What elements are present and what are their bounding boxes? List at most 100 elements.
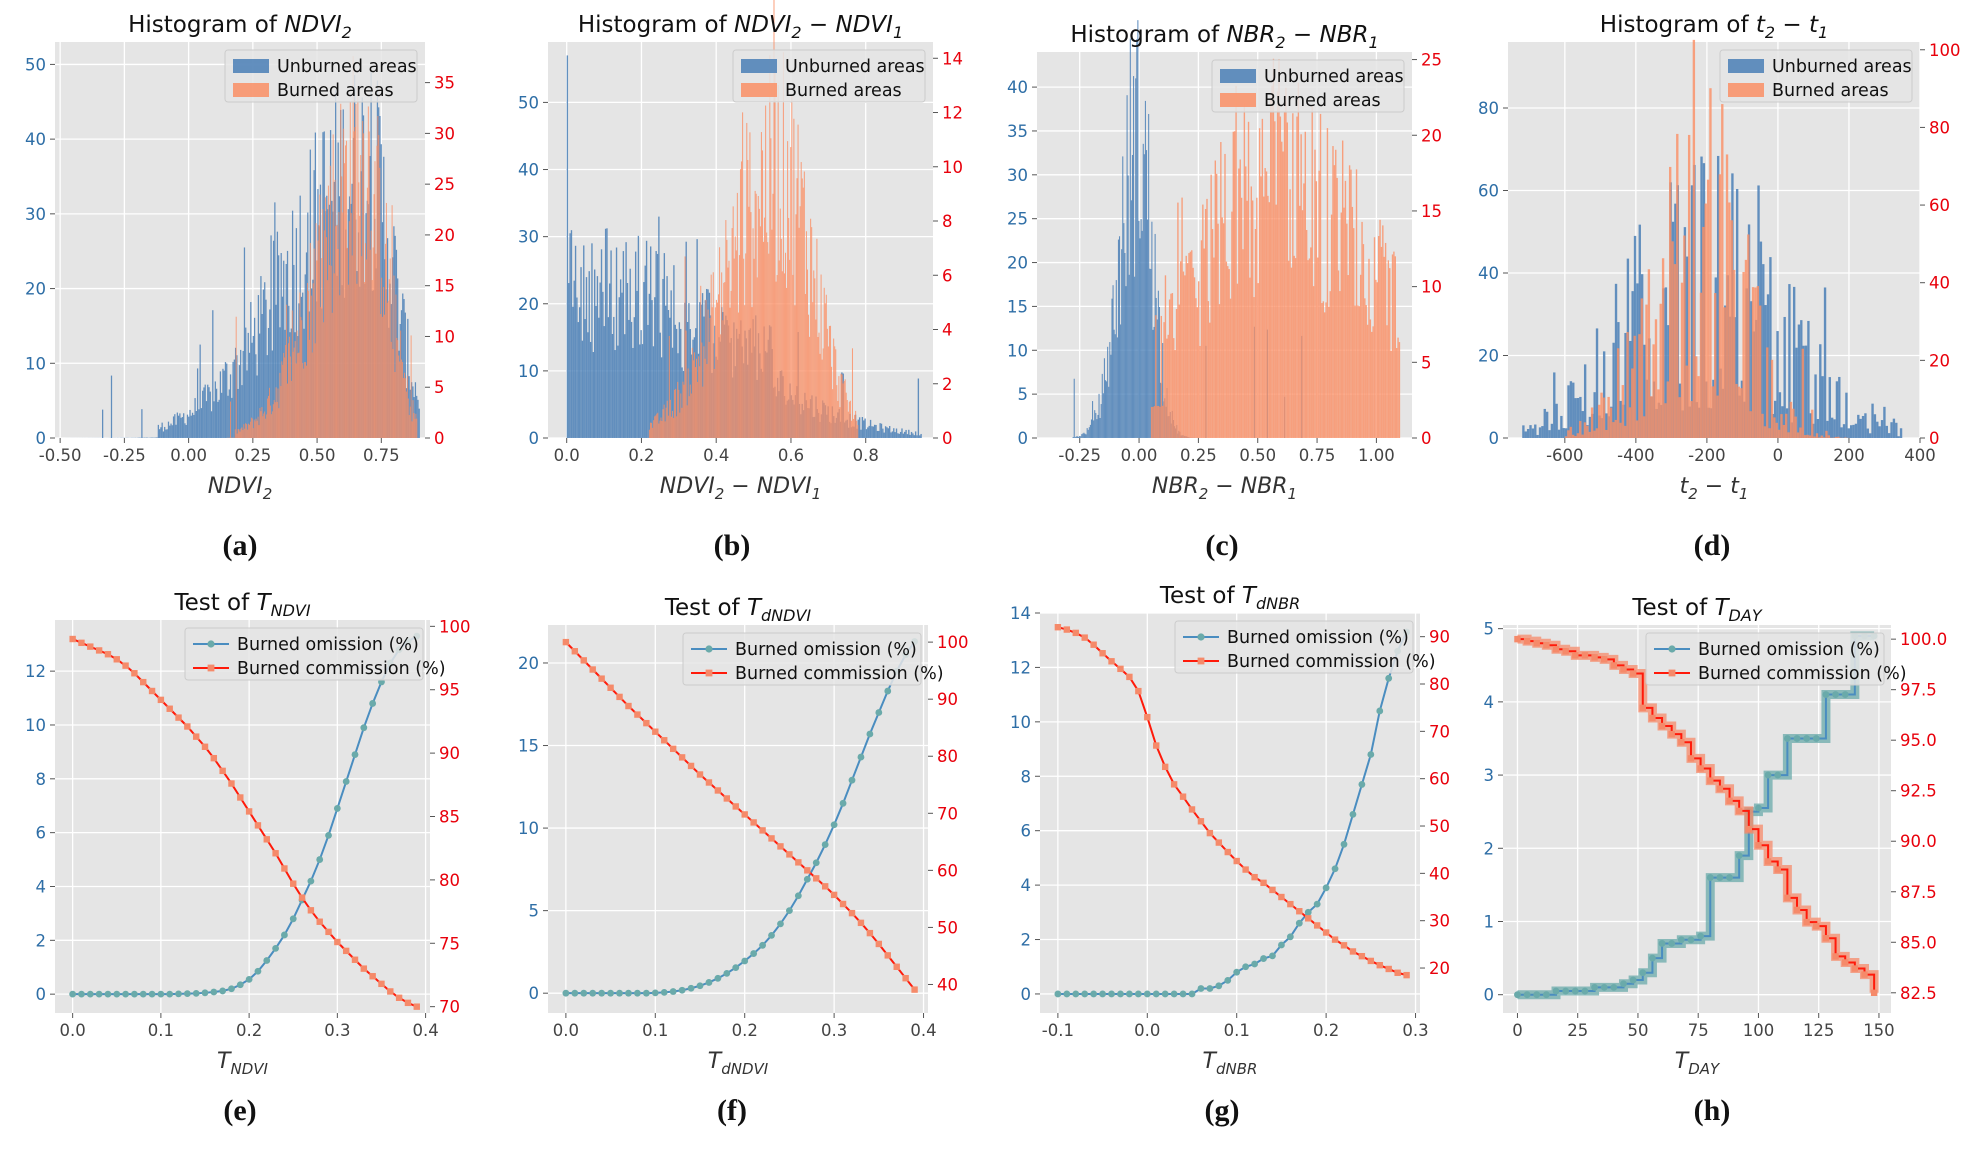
series-marker (122, 990, 129, 998)
legend-swatch-unburned (233, 59, 269, 73)
histogram-bar (831, 366, 833, 438)
histogram-bar (1149, 268, 1151, 438)
histogram-bar (894, 432, 896, 438)
series-marker (1803, 918, 1810, 926)
histogram-bar (659, 420, 661, 438)
histogram-bar (276, 401, 278, 438)
y-left-tick-label: 6 (1021, 822, 1032, 841)
histogram-bar (1099, 417, 1101, 438)
histogram-bar (1397, 337, 1399, 438)
histogram-bar (1355, 169, 1358, 438)
series-marker (848, 909, 856, 917)
histogram-bar (1626, 332, 1629, 438)
series-marker (1658, 722, 1666, 730)
series-marker (1774, 771, 1782, 779)
histogram-bar (670, 416, 672, 438)
series-marker (1340, 840, 1348, 848)
series-line (565, 640, 916, 995)
series-marker (148, 687, 156, 695)
y-right-tick-label: 50 (937, 918, 958, 937)
histogram-bar (1678, 397, 1681, 438)
histogram-bar (102, 409, 104, 438)
histogram-bar (826, 328, 828, 438)
histogram-bar (383, 287, 385, 438)
series-marker (1514, 635, 1521, 643)
histogram-bar (1747, 234, 1750, 438)
histogram-bar (735, 250, 737, 438)
histogram-bar (669, 399, 671, 438)
histogram-bar (1118, 236, 1121, 438)
histogram-bar (1283, 112, 1286, 438)
histogram-bar (643, 282, 645, 438)
histogram-bar (274, 402, 276, 438)
histogram-bar (261, 407, 263, 438)
histogram-bar (886, 427, 888, 438)
histogram-bar (765, 105, 767, 439)
histogram-bar (233, 359, 235, 438)
histogram-bar (330, 265, 332, 438)
histogram-bar (1128, 274, 1130, 438)
histogram-bar (1892, 418, 1896, 438)
legend-marker-commission (705, 669, 713, 677)
y-right-tick-label: 12 (942, 104, 963, 123)
histogram-bar (390, 341, 392, 438)
series-marker (387, 988, 394, 995)
histogram-bar (703, 346, 705, 438)
histogram-bar (1144, 100, 1146, 439)
histogram-bar (818, 332, 820, 438)
histogram-bar (595, 306, 597, 438)
histogram-bar (1366, 324, 1369, 438)
histogram-bar (834, 346, 836, 438)
y-right-tick-label: 60 (937, 861, 958, 880)
histogram-bar (902, 433, 905, 438)
legend-label: Unburned areas (1772, 57, 1912, 77)
series-marker (589, 989, 597, 997)
histogram-bar (647, 324, 649, 438)
series-marker (1295, 919, 1303, 927)
histogram-bar (266, 355, 268, 438)
histogram-bar (1203, 248, 1205, 438)
histogram-bar (677, 381, 679, 438)
series-marker (1572, 652, 1579, 659)
histogram-bar (353, 131, 355, 438)
series-burned (1564, 39, 1849, 439)
histogram-bar (778, 260, 780, 438)
histogram-bar (1816, 419, 1820, 438)
series-marker (1134, 990, 1142, 998)
histogram-bar (1109, 342, 1111, 438)
histogram-bar (157, 424, 159, 438)
series-marker (875, 709, 883, 716)
series-marker (86, 990, 94, 998)
histogram-bar (217, 401, 219, 438)
series-marker (857, 919, 865, 927)
series-marker (1649, 714, 1656, 722)
histogram-bar (394, 235, 396, 438)
legend-label: Unburned areas (785, 57, 925, 77)
histogram-bar (263, 413, 265, 438)
histogram-bar (833, 338, 835, 438)
histogram-bar (1110, 354, 1112, 438)
histogram-bar (901, 428, 903, 438)
histogram-bar (1709, 88, 1712, 439)
y-left-tick-label: 0 (529, 429, 540, 448)
histogram-bar (400, 330, 402, 438)
histogram-bar (1775, 422, 1778, 438)
y-right-tick-label: 70 (439, 998, 460, 1017)
histogram-bar (1075, 436, 1077, 438)
histogram-bar (865, 429, 868, 438)
histogram-bar (1652, 344, 1655, 438)
histogram-bar (1762, 264, 1765, 438)
histogram-bar (854, 415, 856, 438)
histogram-bar (1572, 382, 1575, 438)
x-tick-label: 0.0 (1134, 1021, 1160, 1040)
histogram-bar (329, 165, 331, 438)
histogram-bar (251, 418, 253, 438)
histogram-bar (1220, 142, 1222, 439)
series-marker (1639, 704, 1646, 712)
y-right-tick-label: 82.5 (1900, 984, 1937, 1003)
histogram-bar (1749, 411, 1752, 438)
histogram-bar (403, 299, 405, 438)
histogram-bar (611, 333, 614, 438)
histogram-bar (1300, 134, 1302, 438)
